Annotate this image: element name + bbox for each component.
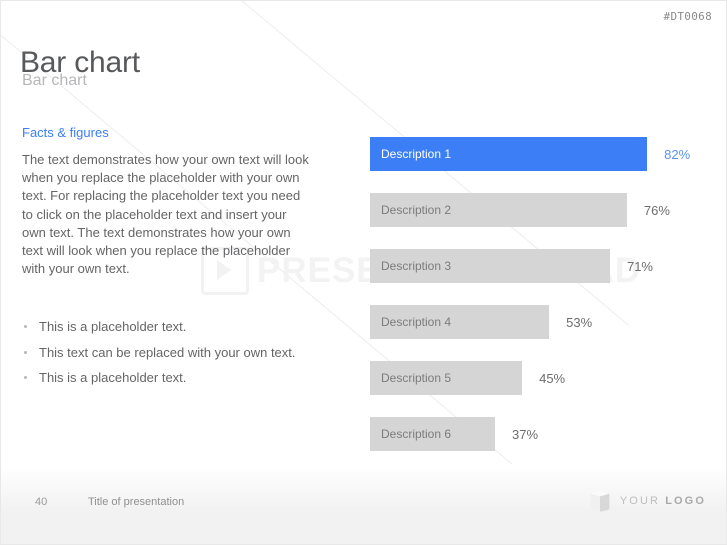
bar-label: Description 3 xyxy=(381,259,452,273)
list-item-label: This text can be replaced with your own … xyxy=(39,344,296,360)
bar-segment[interactable]: Description 6 xyxy=(370,417,496,451)
bar-segment[interactable]: Description 2 xyxy=(370,193,627,227)
bar-segment[interactable]: Description 1 xyxy=(370,137,648,171)
bar-value-label: 71% xyxy=(626,258,653,274)
footer-presentation-title: Title of presentation xyxy=(88,496,185,508)
bar-segment[interactable]: Description 3 xyxy=(370,249,610,283)
bar-segment[interactable]: Description 4 xyxy=(370,305,550,339)
table-row: Description 2 76% xyxy=(370,193,710,227)
bar-value-label: 82% xyxy=(664,146,691,162)
cube-icon xyxy=(590,490,610,512)
facts-and-figures-panel: Facts & figures The text demonstrates ho… xyxy=(22,125,312,394)
list-item: This is a placeholder text. xyxy=(22,318,312,336)
bar-value-label: 37% xyxy=(512,426,539,442)
bar-label: Description 5 xyxy=(381,371,452,385)
list-item-label: This is a placeholder text. xyxy=(39,369,187,385)
bar-value-label: 76% xyxy=(643,202,670,218)
table-row: Description 3 71% xyxy=(370,249,710,283)
bar-label: Description 6 xyxy=(381,427,452,441)
body-paragraph: The text demonstrates how your own text … xyxy=(22,152,309,277)
bullet-dot-icon xyxy=(24,375,27,379)
table-row: Description 5 45% xyxy=(370,361,710,395)
table-row: Description 6 37% xyxy=(370,417,710,451)
bar-label: Description 1 xyxy=(381,147,452,161)
horizontal-bar-chart: Description 1 82% Description 2 76% Desc… xyxy=(370,137,710,451)
table-row: Description 1 82% xyxy=(370,137,710,171)
bar-value-label: 45% xyxy=(539,370,566,386)
bullet-dot-icon xyxy=(24,350,27,354)
bar-segment[interactable]: Description 5 xyxy=(370,361,523,395)
bar-label: Description 2 xyxy=(381,203,452,217)
facts-figures-heading: Facts & figures xyxy=(22,125,109,140)
list-item-label: This is a placeholder text. xyxy=(39,319,187,335)
logo-text: YOUR LOGO xyxy=(620,495,706,507)
logo: YOUR LOGO xyxy=(589,489,706,513)
table-row: Description 4 53% xyxy=(370,305,710,339)
bar-label: Description 4 xyxy=(381,315,452,329)
document-code: #DT0068 xyxy=(663,10,712,23)
bar-value-label: 53% xyxy=(566,314,593,330)
page-number: 40 xyxy=(35,496,48,508)
logo-text-light: YOUR xyxy=(619,495,661,507)
page-subtitle: Bar chart xyxy=(22,72,87,89)
list-item: This text can be replaced with your own … xyxy=(22,344,312,362)
list-item: This is a placeholder text. xyxy=(22,369,312,387)
bullet-list: This is a placeholder text. This text ca… xyxy=(22,318,312,387)
logo-text-bold: LOGO xyxy=(665,495,706,507)
bullet-dot-icon xyxy=(24,325,27,329)
